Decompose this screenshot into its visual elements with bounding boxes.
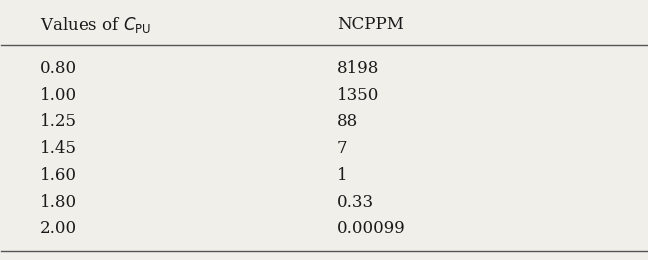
Text: 88: 88 [337,113,358,130]
Text: Values of $C_\mathrm{PU}$: Values of $C_\mathrm{PU}$ [40,15,152,35]
Text: 1.80: 1.80 [40,193,77,211]
Text: 1.45: 1.45 [40,140,77,157]
Text: 0.33: 0.33 [337,193,374,211]
Text: NCPPM: NCPPM [337,16,404,33]
Text: 1: 1 [337,167,347,184]
Text: 0.80: 0.80 [40,60,77,77]
Text: 1.60: 1.60 [40,167,77,184]
Text: 7: 7 [337,140,347,157]
Text: 0.00099: 0.00099 [337,220,406,237]
Text: 1350: 1350 [337,87,379,103]
Text: 2.00: 2.00 [40,220,77,237]
Text: 1.00: 1.00 [40,87,77,103]
Text: 1.25: 1.25 [40,113,77,130]
Text: 8198: 8198 [337,60,379,77]
